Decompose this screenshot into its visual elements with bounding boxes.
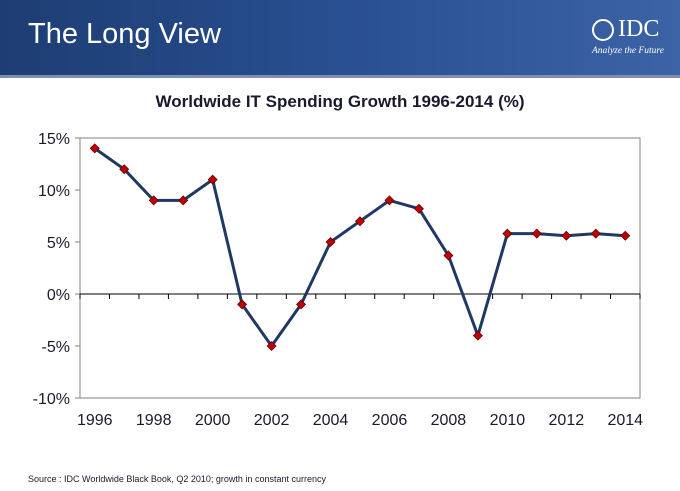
slide-header [0, 0, 680, 75]
x-tick-label: 1998 [136, 412, 172, 429]
data-point [561, 230, 572, 241]
data-point [413, 203, 424, 214]
idc-logo: IDC Analyze the Future [592, 16, 672, 60]
data-point [590, 228, 601, 239]
data-point [531, 228, 542, 239]
data-point [620, 230, 631, 241]
y-tick-label: 0% [47, 287, 70, 304]
data-point [296, 299, 307, 310]
data-point [502, 228, 513, 239]
header-divider [0, 75, 680, 78]
y-tick-label: 15% [38, 131, 70, 148]
data-point [443, 250, 454, 261]
data-point [89, 143, 100, 154]
data-point [207, 174, 218, 185]
data-point [148, 195, 159, 206]
x-tick-label: 2010 [490, 412, 526, 429]
plot-area [79, 137, 641, 399]
x-tick-label: 1996 [77, 412, 113, 429]
data-point [178, 195, 189, 206]
y-tick-label: -10% [33, 391, 70, 408]
y-tick-label: 10% [38, 183, 70, 200]
globe-icon [592, 19, 614, 41]
data-point [325, 237, 336, 247]
logo-tagline: Analyze the Future [592, 46, 664, 56]
slide-title: The Long View [28, 18, 221, 50]
x-tick-label: 2004 [313, 412, 349, 429]
data-point [119, 164, 130, 175]
x-tick-label: 2012 [549, 412, 585, 429]
chart-title: Worldwide IT Spending Growth 1996-2014 (… [155, 92, 525, 111]
data-point [355, 216, 365, 227]
x-tick-label: 2000 [195, 412, 231, 429]
source-note: Source : IDC Worldwide Black Book, Q2 20… [28, 474, 326, 484]
data-point [472, 330, 483, 341]
data-point [266, 341, 277, 351]
x-tick-label: 2006 [372, 412, 408, 429]
logo-text: IDC [618, 16, 660, 42]
y-tick-label: -5% [42, 339, 70, 356]
x-tick-label: 2002 [254, 412, 290, 429]
x-tick-label: 2008 [431, 412, 467, 429]
y-tick-label: 5% [47, 235, 70, 252]
data-point [237, 299, 248, 310]
data-point [384, 195, 395, 206]
x-tick-label: 2014 [607, 412, 643, 429]
